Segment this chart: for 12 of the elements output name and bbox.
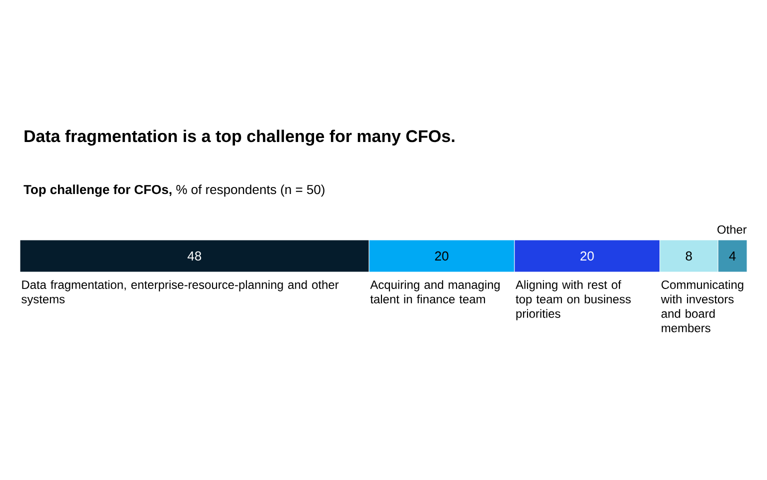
data-label: 20 — [435, 251, 448, 261]
series-label: Aligning with rest of top team on business priorities — [516, 280, 631, 320]
data-label: 48 — [188, 251, 202, 261]
chart-title: Data fragmentation is a top challenge for many CFOs. — [24, 130, 454, 146]
series-label: Communicating with investors and board members — [660, 280, 744, 332]
data-label: 20 — [580, 251, 594, 261]
chart-subtitle: Top challenge for CFOs, % of respondents (n = 50) — [24, 184, 324, 197]
series-label: Other — [717, 225, 747, 234]
series-label: Data fragmentation, enterprise-resource-planning and other systems — [22, 280, 339, 306]
data-label: 8 — [686, 251, 692, 261]
data-label: 4 — [729, 252, 736, 260]
series-label: Acquiring and managing talent in finance team — [370, 280, 500, 304]
